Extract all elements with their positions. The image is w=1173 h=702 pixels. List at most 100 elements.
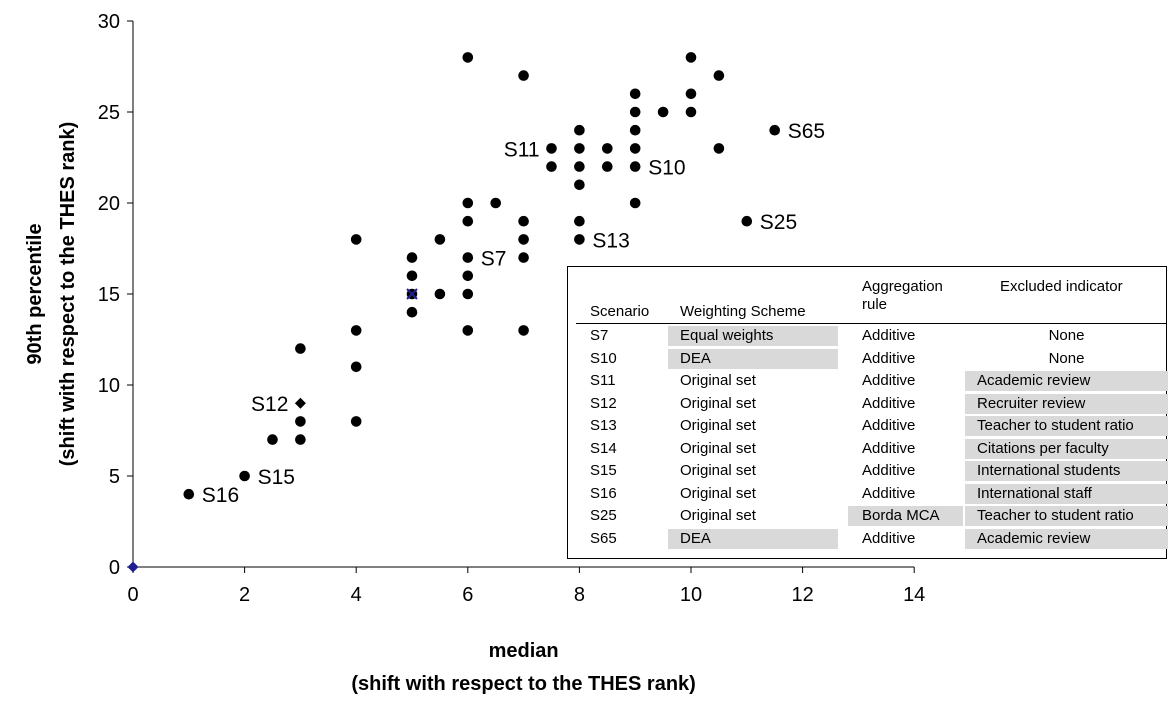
data-point [602,161,613,172]
header-aggregation: Aggregation [862,278,943,295]
data-point [602,143,613,154]
scenario-cell: S10 [590,349,617,367]
x-tick-label: 0 [127,584,138,606]
legend-row: S13 Original set Additive Teacher to studen… [568,416,1168,439]
scenario-cell: S7 [590,327,609,344]
legend-row: S10 DEA Additive None [568,348,1166,372]
point-label: S25 [760,211,797,234]
x-tick-label: 2 [239,584,250,606]
weighting-cell: Original set [680,394,756,412]
data-point [350,416,362,427]
data-point [267,434,278,445]
data-point-cross [406,288,418,300]
data-point [183,488,195,500]
aggregation-cell: Additive [862,462,916,479]
aggregation-cell: Additive [862,484,916,502]
weighting-cell: DEA [668,348,838,369]
legend-row: S12 Original set Additive Recruiter review [568,393,1168,417]
data-point [462,215,474,227]
legend-row: S14 Original set Additive Citations per fac… [568,438,1168,462]
data-point [685,106,697,118]
data-point [629,124,641,136]
x-tick-label: 14 [903,584,925,606]
weighting-cell: Original set [680,439,756,457]
y-tick-label: 10 [98,375,120,397]
excluded-cell: International staff [965,483,1168,504]
data-point-diamond [127,561,139,573]
legend-row: S25 Original set Borda MCA Teacher to stude… [568,506,1168,529]
data-point [462,252,474,263]
scenario-cell: S15 [590,462,617,479]
x-tick-label: 8 [574,584,585,606]
aggregation-cell: Additive [862,349,916,367]
x-tick-label: 6 [462,584,473,606]
legend-row: S7 Equal weights Additive None [568,326,1166,349]
point-annotations: S7 S10 S11 S12 S13 S15 S16 S25 S65 [202,120,825,507]
legend-table-rows: S7 Equal weights Additive None S10 DEA Additiv… [568,326,1168,552]
aggregation-cell: Additive [862,372,916,389]
data-point [406,252,418,263]
scenario-cell: S12 [590,394,617,412]
legend-table-header: Scenario Weighting Scheme Aggregation ru… [568,267,1166,323]
x-tick-label: 12 [791,584,813,606]
weighting-cell: Equal weights [668,326,838,346]
x-axis-subtitle: (shift with respect to the THES rank) [351,673,695,695]
legend-row: S65 DEA Additive Academic review [568,528,1168,552]
y-tick-label: 20 [98,193,120,215]
y-tick-label: 25 [98,102,120,124]
data-point [350,361,362,373]
header-rule [576,323,1166,324]
data-point [518,215,529,227]
scenario-cell: S16 [590,484,617,502]
x-axis-title: median [489,640,559,662]
excluded-cell: International students [965,461,1168,481]
weighting-cell: Original set [680,417,756,434]
data-point [518,70,529,81]
data-point [546,143,557,154]
data-point [546,161,557,172]
data-point [350,325,362,336]
axes [127,20,915,573]
x-tick-label: 4 [351,584,362,606]
point-label: S10 [648,157,685,180]
excluded-cell: Academic review [965,528,1168,549]
y-tick-label: 30 [98,11,120,33]
scenario-cell: S14 [590,439,617,457]
data-point [629,88,641,100]
y-tick-label: 15 [98,284,120,306]
data-point [574,161,585,172]
tick-labels: 0 2 4 6 8 10 12 14 0 5 10 15 20 25 30 [98,11,926,606]
header-weighting-scheme: Weighting Scheme [680,303,806,320]
data-point [462,52,474,63]
data-point [239,470,250,482]
data-point [295,416,306,427]
data-point [406,306,418,318]
weighting-cell: Original set [680,484,756,502]
header-aggregation-rule: rule [862,296,888,313]
data-point [574,143,585,154]
data-point [574,215,585,227]
weighting-cell: Original set [680,462,756,479]
excluded-cell: Academic review [965,371,1168,391]
data-point [518,325,529,336]
y-tick-label: 5 [109,466,120,488]
data-point [462,288,474,300]
aggregation-cell: Additive [862,417,916,434]
aggregation-cell: Additive [862,327,916,344]
data-point [629,161,641,172]
data-point [574,234,585,245]
aggregation-cell: Borda MCA [848,506,963,526]
scenario-cell: S65 [590,529,617,547]
scenario-cell: S11 [590,372,616,389]
data-point [518,234,529,245]
data-point [629,197,641,209]
x-tick-label: 10 [680,584,702,606]
weighting-cell: DEA [668,528,838,549]
data-point [713,70,725,81]
legend-row: S11 Original set Additive Academic review [568,371,1168,394]
data-point [685,52,697,63]
y-axis-subtitle: (shift with respect to the THES rank) [57,122,79,466]
data-point-diamond [294,397,306,409]
point-label: S11 [504,138,540,161]
